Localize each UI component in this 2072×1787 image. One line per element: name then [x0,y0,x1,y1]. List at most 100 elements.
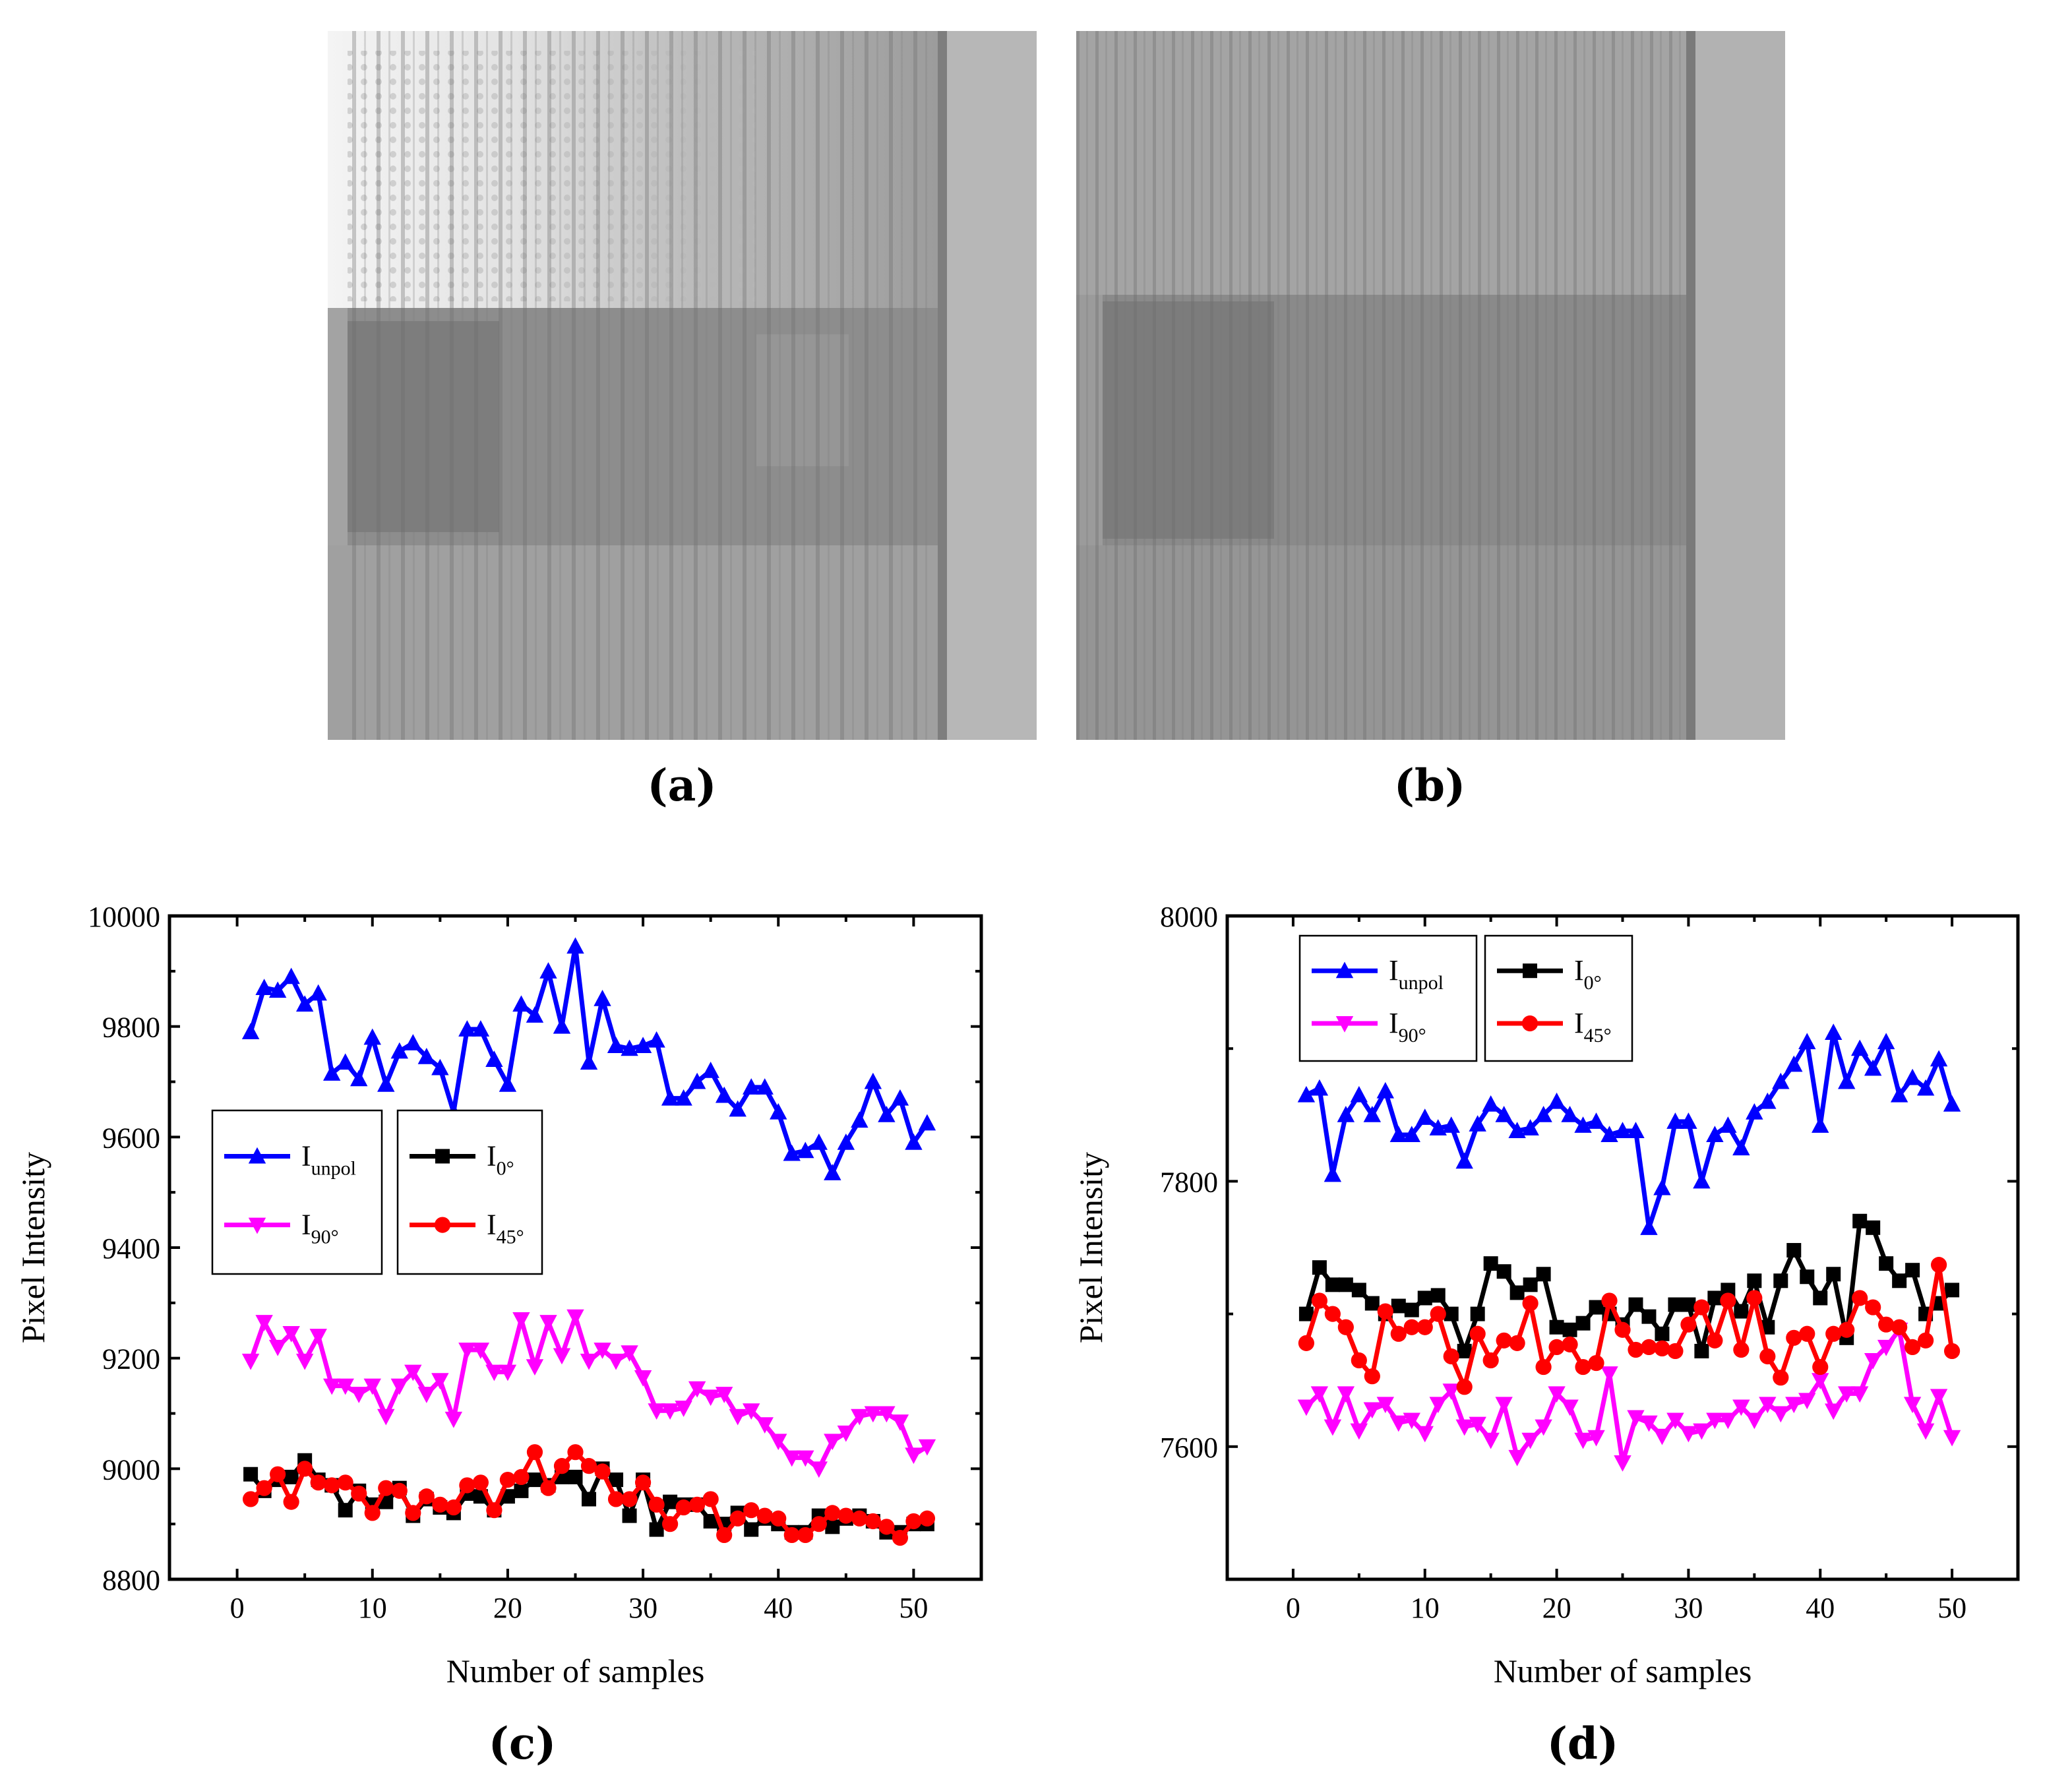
data-point [526,1006,544,1023]
data-point [472,1343,490,1359]
data-point [729,1100,747,1117]
data-point [1391,1298,1406,1314]
x-tick-label: 20 [1542,1592,1571,1624]
data-point [336,1053,354,1070]
data-point [1496,1264,1511,1279]
data-point [1469,1325,1486,1342]
data-point [716,1527,733,1544]
data-point [1798,1033,1816,1050]
data-point [1693,1299,1710,1316]
x-tick-label: 50 [899,1592,928,1624]
data-point [485,1050,503,1067]
data-point [1455,1152,1473,1169]
data-point [336,1378,354,1395]
data-point [783,1450,801,1467]
data-point [1890,1085,1908,1103]
data-point [1337,1106,1355,1122]
data-point [309,984,327,1001]
data-point [1310,1079,1329,1096]
data-point [282,967,300,984]
data-point [363,1028,381,1045]
data-point [1653,1178,1671,1196]
data-point [1945,1283,1960,1298]
data-point [1338,1277,1353,1292]
data-point [1891,1319,1908,1335]
data-point [1785,1397,1803,1414]
data-point [1298,1335,1314,1351]
x-axis-label: Number of samples [446,1652,705,1689]
data-point [756,1078,774,1095]
data-point [729,1510,746,1527]
y-axis-label: Pixel Intensity [15,1152,51,1343]
data-point [1562,1336,1578,1352]
data-point [1574,1432,1592,1449]
data-point [323,1378,341,1395]
data-point [1877,1339,1895,1356]
data-point [472,1020,490,1037]
data-point [539,1315,557,1331]
data-point [377,1408,395,1426]
data-point [1707,1290,1722,1306]
data-point [458,1343,476,1359]
data-point [580,1458,597,1474]
data-point [1877,1033,1895,1050]
data-point [1892,1273,1907,1288]
data-point [363,1378,381,1395]
data-point [1455,1419,1473,1436]
data-point [1628,1341,1644,1358]
data-point [810,1516,827,1532]
y-tick-label: 9000 [102,1453,160,1486]
data-point [1508,1122,1526,1138]
data-point [689,1496,706,1513]
legend-marker [248,1217,266,1234]
series-I_unpol [241,937,936,1180]
data-point [499,1075,517,1092]
data-point [377,1075,395,1092]
data-point [1456,1379,1473,1395]
data-point [458,1020,476,1037]
data-point [512,1312,530,1329]
data-point [891,1089,909,1106]
data-point [566,937,584,954]
data-point [1864,1059,1882,1076]
x-tick-label: 20 [493,1592,522,1624]
legend-box [211,1109,383,1275]
y-tick-label: 9200 [102,1343,160,1376]
data-point [810,1461,828,1478]
data-point [1905,1263,1920,1278]
x-tick-label: 30 [628,1592,657,1624]
data-point [1442,1383,1460,1401]
data-point [1337,1319,1354,1335]
caption-a: (a) [647,760,717,811]
data-point [1548,1092,1566,1109]
series-I_unpol [1297,1023,1961,1235]
data-point [648,1496,665,1513]
data-point [268,981,287,998]
data-point [1773,1273,1788,1288]
data-point [1866,1220,1881,1235]
data-point [404,1364,422,1381]
data-point [1508,1449,1526,1467]
data-point [797,1527,814,1544]
data-point [1865,1299,1881,1316]
data-point [1404,1302,1419,1318]
data-point [1628,1297,1643,1312]
data-point [607,1353,625,1370]
data-point [1746,1290,1763,1306]
data-point [1747,1273,1762,1288]
data-point [243,1491,259,1507]
data-point [512,995,530,1012]
data-point [607,1037,625,1054]
x-tick-label: 50 [1937,1592,1966,1624]
data-point [1693,1172,1711,1189]
data-point [1575,1316,1591,1331]
data-point [553,1017,571,1034]
data-point [1864,1353,1882,1370]
data-point [1575,1358,1591,1376]
data-point [1746,1103,1763,1120]
data-point [514,1483,529,1498]
data-point [715,1086,733,1103]
data-point [688,1381,706,1398]
data-point [417,1387,436,1403]
legend-marker [1335,961,1354,979]
